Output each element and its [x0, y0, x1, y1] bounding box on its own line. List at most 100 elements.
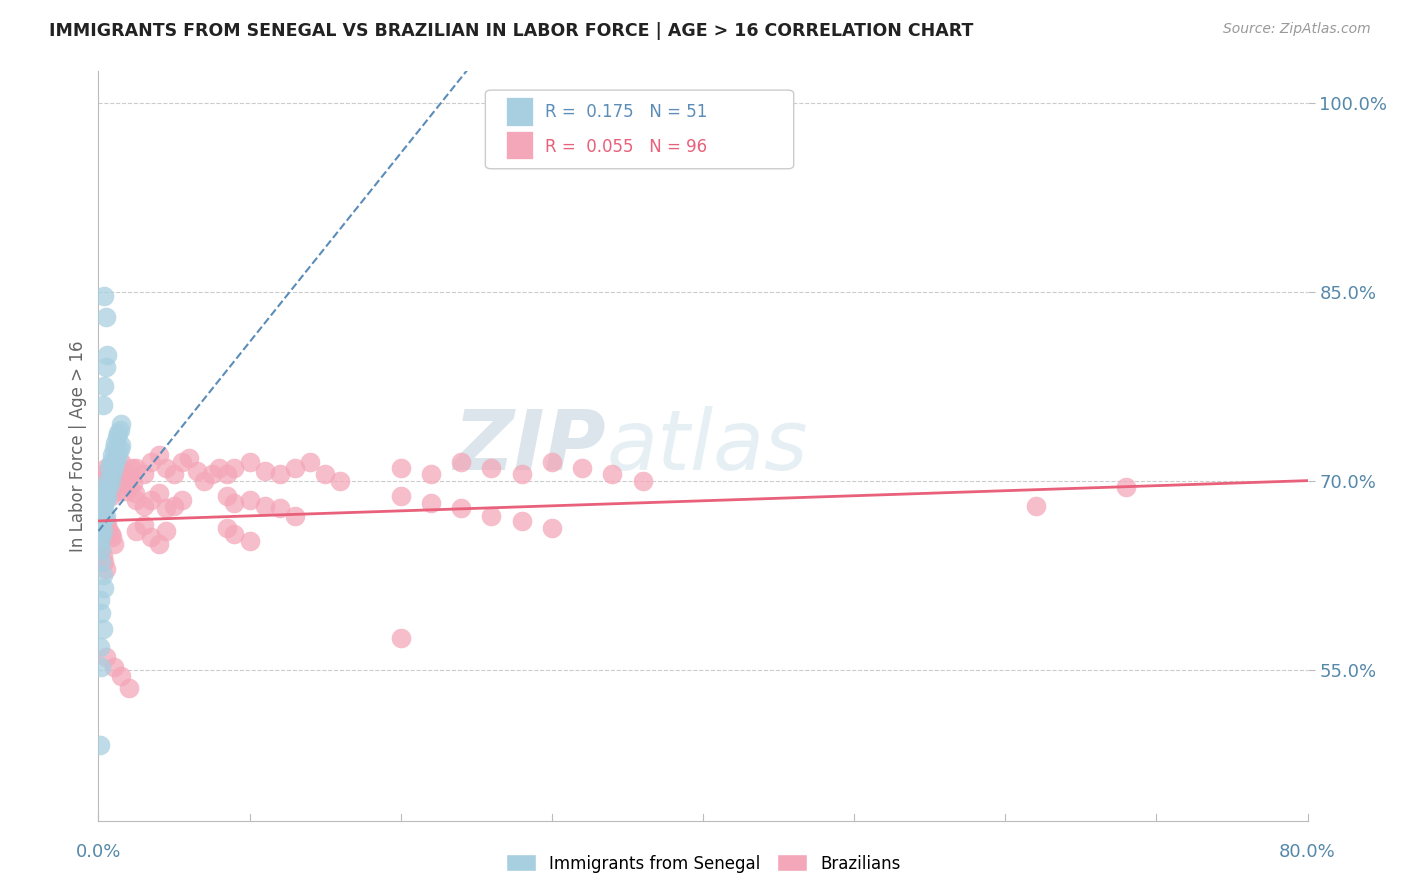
Point	[98, 480, 121, 494]
Point	[89, 524, 111, 538]
Point	[224, 461, 246, 475]
Legend: Immigrants from Senegal, Brazilians: Immigrants from Senegal, Brazilians	[499, 847, 907, 880]
Point	[107, 425, 129, 440]
Point	[141, 455, 163, 469]
Point	[132, 499, 155, 513]
Point	[571, 461, 593, 475]
Point	[148, 486, 170, 500]
Point	[122, 476, 145, 491]
Point	[105, 476, 128, 491]
Point	[94, 514, 117, 528]
Point	[269, 467, 291, 482]
Point	[98, 461, 121, 475]
Point	[193, 474, 215, 488]
Point	[108, 442, 131, 457]
Point	[118, 681, 141, 696]
Point	[239, 455, 262, 469]
Point	[540, 521, 562, 535]
Point	[94, 480, 117, 494]
Point	[103, 474, 125, 488]
Point	[121, 461, 143, 475]
Point	[104, 467, 127, 482]
Point	[389, 461, 412, 475]
Point	[118, 480, 141, 494]
Point	[103, 536, 125, 550]
Text: 80.0%: 80.0%	[1279, 843, 1336, 862]
Point	[103, 461, 125, 475]
Point	[94, 492, 117, 507]
Point	[170, 455, 193, 469]
Point	[110, 455, 132, 469]
Point	[94, 310, 117, 324]
Point	[510, 514, 533, 528]
Text: atlas: atlas	[606, 406, 808, 486]
Point	[90, 530, 112, 544]
Text: IMMIGRANTS FROM SENEGAL VS BRAZILIAN IN LABOR FORCE | AGE > 16 CORRELATION CHART: IMMIGRANTS FROM SENEGAL VS BRAZILIAN IN …	[49, 22, 973, 40]
Point	[253, 464, 276, 478]
Point	[110, 417, 132, 431]
Point	[284, 508, 307, 523]
Point	[132, 517, 155, 532]
Point	[224, 496, 246, 510]
Point	[163, 499, 186, 513]
Point	[208, 461, 231, 475]
Point	[91, 499, 114, 513]
Point	[93, 486, 115, 500]
Point	[215, 489, 238, 503]
Point	[93, 379, 115, 393]
Point	[132, 467, 155, 482]
Point	[90, 542, 112, 557]
Point	[253, 499, 276, 513]
Point	[91, 524, 114, 538]
Point	[96, 348, 118, 362]
Point	[94, 562, 117, 576]
Point	[389, 631, 412, 645]
Point	[141, 492, 163, 507]
Point	[314, 467, 336, 482]
Text: 0.0%: 0.0%	[76, 843, 121, 862]
Point	[269, 501, 291, 516]
Point	[389, 489, 412, 503]
Point	[103, 660, 125, 674]
Point	[94, 508, 117, 523]
Point	[239, 492, 262, 507]
Point	[96, 476, 118, 491]
Point	[114, 483, 136, 498]
Point	[90, 517, 112, 532]
Point	[93, 499, 115, 513]
Point	[104, 455, 127, 469]
Point	[540, 455, 562, 469]
Point	[91, 501, 114, 516]
Point	[201, 467, 224, 482]
Point	[93, 508, 115, 523]
Point	[108, 461, 131, 475]
Point	[107, 483, 129, 498]
Point	[96, 474, 118, 488]
Point	[148, 449, 170, 463]
Point	[89, 593, 111, 607]
Point	[100, 489, 122, 503]
Point	[93, 556, 115, 570]
Point	[602, 467, 624, 482]
Point	[163, 467, 186, 482]
Point	[101, 467, 124, 482]
Point	[284, 461, 307, 475]
Point	[101, 480, 124, 494]
Point	[93, 467, 115, 482]
Bar	[506, 97, 533, 126]
Point	[91, 622, 114, 636]
Point	[91, 480, 114, 494]
Bar	[506, 131, 533, 160]
Point	[148, 536, 170, 550]
Point	[93, 581, 115, 595]
Point	[103, 442, 125, 457]
Point	[215, 521, 238, 535]
Point	[239, 534, 262, 549]
Point	[89, 738, 111, 752]
Point	[110, 438, 132, 452]
Point	[155, 461, 177, 475]
Point	[186, 464, 208, 478]
Point	[90, 660, 112, 674]
Point	[89, 640, 111, 654]
Point	[510, 467, 533, 482]
